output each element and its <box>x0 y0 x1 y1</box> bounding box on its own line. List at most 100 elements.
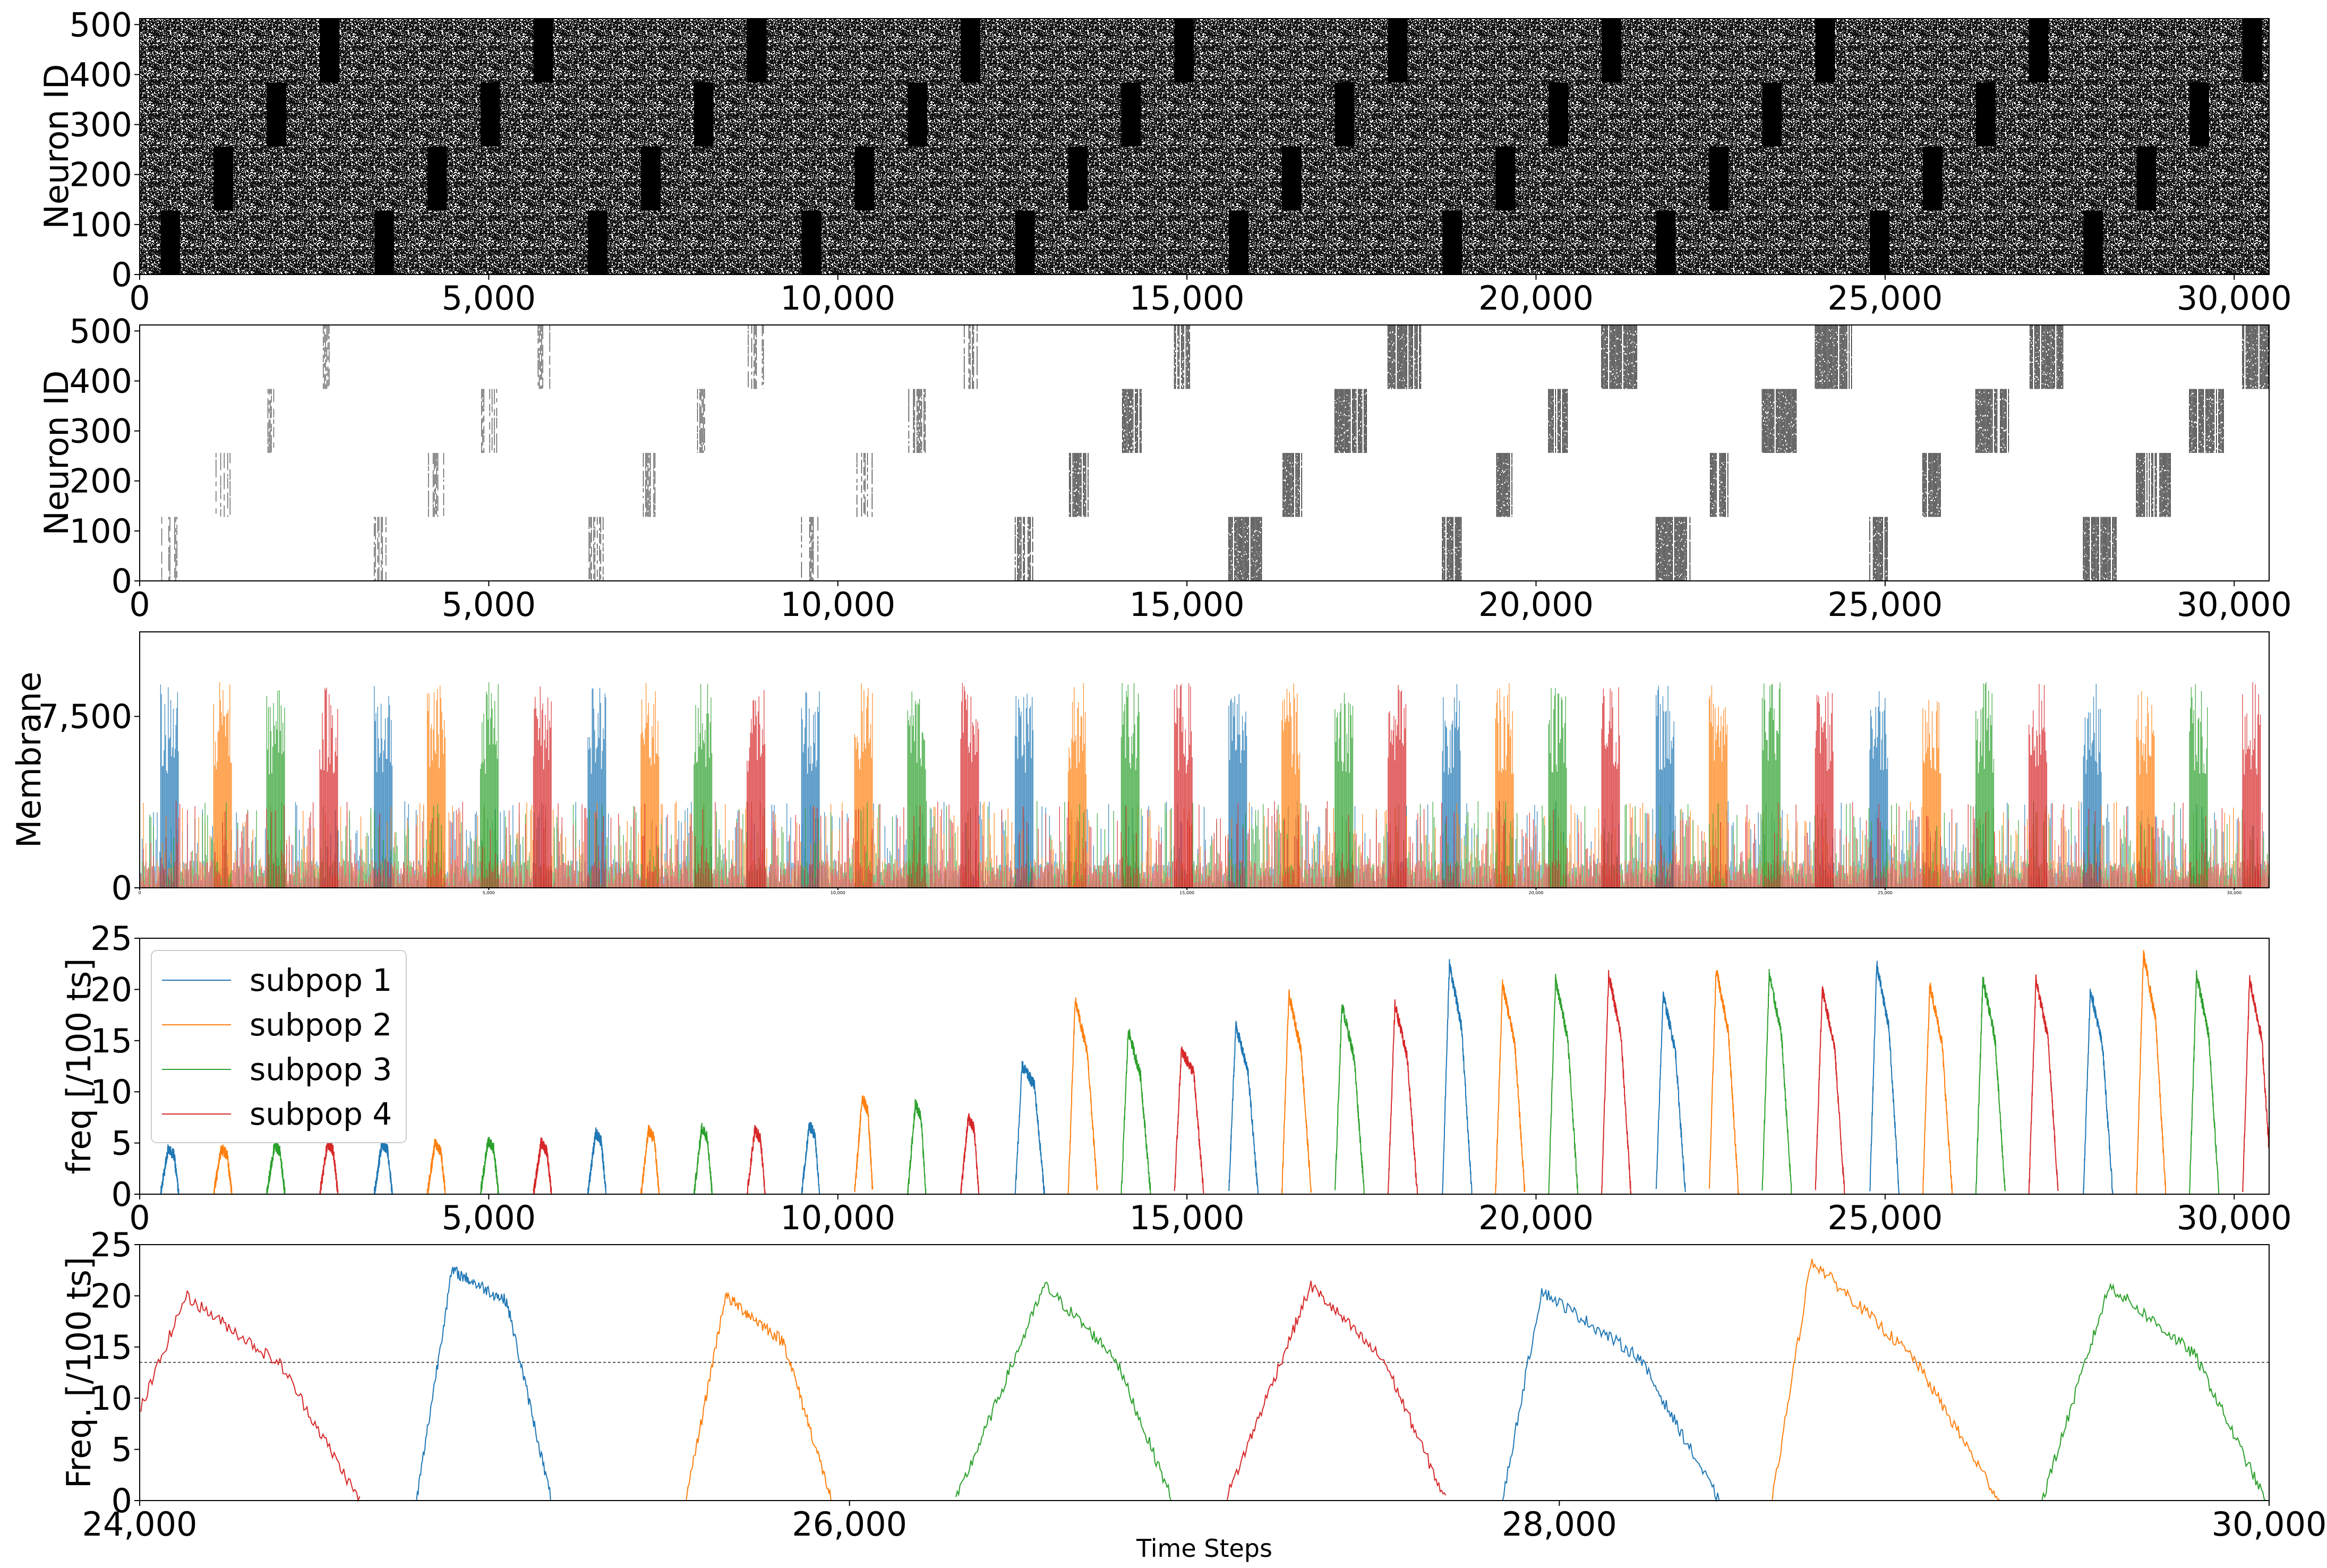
frequency-full-ticks: 0 5,000 10,000 15,000 20,000 25,000 30,000 0 5 10… <box>90 919 2292 1237</box>
frequency-full-burst-subpop-1 <box>2083 988 2114 1195</box>
x-tick-label: 30,000 <box>2177 1198 2292 1237</box>
frequency-full-burst-subpop-3 <box>1548 974 1578 1195</box>
raster-bottom-block-subpop-1 <box>1015 517 1033 581</box>
frequency-full-burst-subpop-4 <box>1815 986 1845 1195</box>
raster-bottom-ticks: 0 5,000 10,000 15,000 20,000 25,000 30,000 0 100… <box>70 312 2292 624</box>
x-tick-label: 10,000 <box>780 279 895 318</box>
frequency-full-burst-subpop-2 <box>854 1095 874 1193</box>
frequency-full-panel: 0 5,000 10,000 15,000 20,000 25,000 30,000 0 5 10… <box>59 919 2292 1237</box>
raster-bottom-block-subpop-2 <box>1922 453 1941 517</box>
raster-bottom-block-subpop-4 <box>1601 325 1637 389</box>
raster-top-block-subpop-3 <box>267 82 287 147</box>
x-tick-label: 0 <box>129 279 150 318</box>
y-tick-label: 0 <box>112 1481 132 1520</box>
raster-bottom-spikes <box>1655 517 1691 581</box>
x-tick-label: 20,000 <box>1478 585 1594 624</box>
y-tick-label: 100 <box>70 205 132 244</box>
raster-bottom-spikes <box>2136 453 2171 517</box>
raster-top-block-subpop-4 <box>533 19 553 83</box>
y-tick-label: 500 <box>70 5 132 44</box>
raster-top-block-subpop-1 <box>1656 210 1676 275</box>
raster-bottom-spikes <box>428 453 444 517</box>
raster-bottom-marks <box>161 325 2269 581</box>
frequency-zoom-frame <box>139 1244 2270 1501</box>
raster-top-block-subpop-4 <box>1174 19 1194 83</box>
frequency-full-burst-subpop-2 <box>1067 997 1098 1195</box>
frequency-full-burst-subpop-3 <box>266 1140 286 1195</box>
raster-bottom-block-subpop-4 <box>1388 325 1422 389</box>
x-tick-label: 20,000 <box>1529 890 1544 895</box>
raster-top-block-subpop-2 <box>213 147 234 211</box>
raster-top-block-subpop-1 <box>1015 210 1035 275</box>
frequency-full-burst-subpop-1 <box>374 1137 393 1195</box>
x-tick-label: 10,000 <box>780 585 895 624</box>
membrane-ylabel: Membrane <box>10 672 48 848</box>
raster-bottom-spikes <box>537 325 550 389</box>
raster-bottom-spikes <box>1601 325 1637 389</box>
raster-bottom-panel: 0 5,000 10,000 15,000 20,000 25,000 30,000 0 100… <box>37 312 2292 624</box>
frequency-full-burst-subpop-1 <box>1442 959 1473 1195</box>
frequency-full-burst-subpop-2 <box>1281 989 1312 1195</box>
raster-bottom-spikes <box>1922 453 1941 517</box>
raster-top-block-subpop-1 <box>1229 210 1248 275</box>
raster-bottom-spikes <box>2242 325 2269 389</box>
raster-top-block-subpop-4 <box>1388 19 1408 83</box>
raster-bottom-block-subpop-4 <box>748 325 764 389</box>
raster-top-block-subpop-3 <box>480 82 500 147</box>
raster-bottom-ylabel: Neuron ID <box>37 371 76 536</box>
x-tick-label: 10,000 <box>780 1198 895 1237</box>
frequency-full-burst-subpop-2 <box>1708 970 1739 1195</box>
raster-bottom-spikes <box>1334 389 1367 453</box>
x-tick-label: 25,000 <box>1827 279 1943 318</box>
raster-bottom-block-subpop-3 <box>1548 389 1568 453</box>
y-tick-label: 5 <box>112 1124 132 1163</box>
raster-bottom-block-subpop-4 <box>1174 325 1190 389</box>
frequency-full-burst-subpop-1 <box>1228 1021 1259 1195</box>
frequency-zoom-burst-subpop-2 <box>686 1292 833 1501</box>
y-tick-label: 25 <box>90 1226 132 1264</box>
raster-bottom-block-subpop-3 <box>481 389 498 453</box>
frequency-full-burst-subpop-3 <box>907 1099 927 1196</box>
frequency-full-burst-subpop-3 <box>1975 976 2006 1195</box>
y-tick-label: 0 <box>112 869 132 907</box>
x-tick-label: 10,000 <box>831 890 845 895</box>
y-tick-label: 10 <box>90 1379 132 1418</box>
y-tick-label: 0 <box>112 1175 132 1214</box>
membrane-series-4 <box>139 682 2269 888</box>
raster-bottom-block-subpop-4 <box>964 325 978 389</box>
x-tick-label: 25,000 <box>1827 585 1943 624</box>
legend-label-subpop-4: subpop 4 <box>250 1096 392 1132</box>
raster-bottom-spikes <box>1069 453 1089 517</box>
raster-top-block-subpop-3 <box>1975 82 1996 147</box>
raster-top-block-subpop-2 <box>640 147 661 211</box>
y-tick-label: 15 <box>90 1328 132 1367</box>
raster-top-block-subpop-3 <box>1762 82 1782 147</box>
y-tick-label: 400 <box>70 362 132 400</box>
frequency-full-burst-subpop-2 <box>213 1144 233 1195</box>
x-tick-label: 15,000 <box>1130 585 1245 624</box>
raster-bottom-block-subpop-3 <box>1334 389 1367 453</box>
raster-bottom-block-subpop-2 <box>857 453 872 517</box>
y-tick-label: 200 <box>70 462 132 501</box>
raster-bottom-spikes <box>267 389 275 453</box>
x-tick-label: 0 <box>129 585 150 624</box>
y-tick-label: 300 <box>70 106 132 144</box>
raster-bottom-spikes <box>216 453 230 517</box>
raster-bottom-block-subpop-1 <box>161 517 177 581</box>
frequency-full-burst-subpop-1 <box>801 1121 820 1195</box>
raster-bottom-spikes <box>697 389 705 453</box>
raster-bottom-block-subpop-3 <box>697 389 705 453</box>
raster-top-block-subpop-3 <box>1121 82 1141 147</box>
raster-bottom-spikes <box>1282 453 1302 517</box>
raster-bottom-spikes <box>1869 517 1888 581</box>
raster-top-block-subpop-2 <box>1281 147 1302 211</box>
frequency-full-burst-subpop-1 <box>1655 991 1686 1193</box>
x-tick-label: 30,000 <box>2212 1505 2327 1544</box>
raster-bottom-spikes <box>1122 389 1142 453</box>
raster-bottom-block-subpop-2 <box>2136 453 2171 517</box>
raster-bottom-spikes <box>857 453 872 517</box>
raster-bottom-block-subpop-1 <box>1655 517 1691 581</box>
raster-top-block-subpop-1 <box>801 210 822 275</box>
raster-top-block-subpop-2 <box>1068 147 1088 211</box>
